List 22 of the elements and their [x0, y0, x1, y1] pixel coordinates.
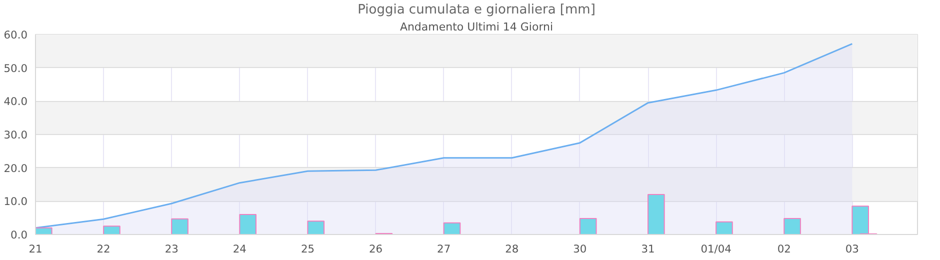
x-tick-label: 22: [96, 242, 110, 256]
x-tick-label: 23: [164, 242, 178, 256]
y-tick-label: 20.0: [4, 162, 28, 175]
y-tick-label: 10.0: [4, 195, 28, 208]
chart-subtitle: Andamento Ultimi 14 Giorni: [400, 20, 554, 34]
y-tick-label: 40.0: [4, 95, 28, 108]
chart-title: Pioggia cumulata e giornaliera [mm]: [358, 2, 596, 18]
y-tick-label: 0.0: [10, 228, 28, 242]
y-tick-label: 50.0: [4, 62, 28, 75]
x-tick-label: 25: [300, 242, 315, 256]
x-tick-label: 21: [28, 242, 42, 256]
x-tick-label: 26: [369, 242, 383, 256]
x-tick-label: 02: [777, 242, 791, 256]
y-tick-label: 60.0: [4, 28, 28, 42]
x-tick-label: 03: [845, 242, 859, 256]
x-tick-label: 28: [505, 242, 519, 256]
x-tick-label: 30: [573, 242, 587, 256]
x-tick-label: 01/04: [700, 242, 732, 256]
y-tick-label: 30.0: [4, 128, 28, 142]
x-tick-label: 31: [641, 242, 655, 256]
x-tick-label: 24: [232, 242, 247, 256]
x-tick-label: 27: [437, 242, 451, 256]
